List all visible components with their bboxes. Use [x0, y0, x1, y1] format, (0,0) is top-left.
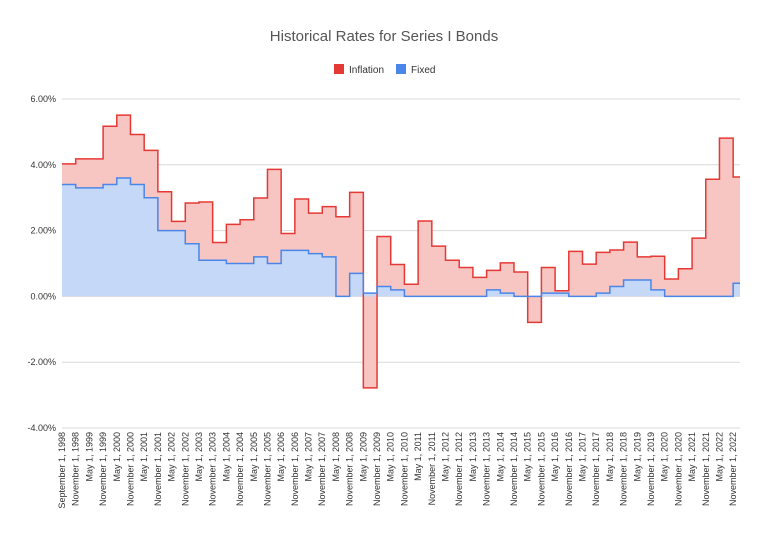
- x-tick-label: November 1, 1998: [71, 432, 81, 506]
- x-tick-label: November 1, 2012: [454, 432, 464, 506]
- y-tick-label: 2.00%: [30, 226, 56, 236]
- x-tick-label: May 1, 2014: [495, 432, 505, 482]
- x-tick-label: November 1, 2016: [564, 432, 574, 506]
- y-tick-label: 6.00%: [30, 94, 56, 104]
- x-tick-label: November 1, 2006: [290, 432, 300, 506]
- y-tick-label: 4.00%: [30, 160, 56, 170]
- x-tick-label: May 1, 2009: [358, 432, 368, 482]
- x-tick-label: November 1, 2001: [153, 432, 163, 506]
- x-tick-label: May 1, 2016: [550, 432, 560, 482]
- plot-areas: [62, 115, 740, 388]
- x-tick-label: May 1, 2002: [167, 432, 177, 482]
- x-tick-label: November 1, 2008: [345, 432, 355, 506]
- x-tick-label: November 1, 1999: [98, 432, 108, 506]
- x-tick-label: May 1, 2017: [577, 432, 587, 482]
- x-tick-label: May 1, 2015: [523, 432, 533, 482]
- x-tick-label: September 1, 1998: [57, 432, 67, 509]
- x-tick-label: May 1, 2007: [304, 432, 314, 482]
- x-tick-label: May 1, 2021: [687, 432, 697, 482]
- x-tick-label: May 1, 2011: [413, 432, 423, 481]
- fixed-legend-label: Fixed: [411, 65, 435, 76]
- x-tick-label: November 1, 2002: [180, 432, 190, 506]
- y-tick-label: -2.00%: [27, 357, 56, 367]
- x-tick-label: November 1, 2007: [317, 432, 327, 506]
- x-tick-label: May 1, 2008: [331, 432, 341, 482]
- y-tick-label: -4.00%: [27, 423, 56, 433]
- x-tick-label: November 1, 2014: [509, 432, 519, 506]
- x-tick-label: November 1, 2004: [235, 432, 245, 506]
- x-tick-label: May 1, 2003: [194, 432, 204, 482]
- x-tick-label: November 1, 2021: [701, 432, 711, 506]
- x-tick-label: November 1, 2020: [673, 432, 683, 506]
- x-tick-label: May 1, 2020: [660, 432, 670, 482]
- x-tick-label: November 1, 2015: [536, 432, 546, 506]
- x-axis: September 1, 1998 November 1, 1998 May 1, …: [57, 432, 738, 509]
- x-tick-label: May 1, 2004: [221, 432, 231, 482]
- x-tick-label: November 1, 2009: [372, 432, 382, 506]
- chart-title: Historical Rates for Series I Bonds: [270, 28, 498, 45]
- fixed-legend-swatch: [396, 64, 406, 74]
- x-tick-label: November 1, 2000: [125, 432, 135, 506]
- x-tick-label: November 1, 2017: [591, 432, 601, 506]
- x-tick-label: November 1, 2010: [399, 432, 409, 506]
- y-tick-label: 0.00%: [30, 291, 56, 301]
- x-tick-label: May 1, 1999: [84, 432, 94, 482]
- x-tick-label: May 1, 2012: [441, 432, 451, 482]
- x-tick-label: November 1, 2013: [482, 432, 492, 506]
- inflation-series-line: [62, 114, 740, 389]
- x-tick-label: May 1, 2001: [139, 432, 149, 482]
- y-axis: 6.00% 4.00% 2.00% 0.00% -2.00% -4.00%: [27, 94, 56, 433]
- x-tick-label: May 1, 2000: [112, 432, 122, 482]
- fixed-area: [62, 177, 740, 297]
- x-tick-label: May 1, 2006: [276, 432, 286, 482]
- plot-lines: [62, 114, 740, 389]
- x-tick-label: November 1, 2005: [262, 432, 272, 506]
- x-tick-label: November 1, 2022: [728, 432, 738, 506]
- x-tick-label: May 1, 2013: [468, 432, 478, 482]
- x-tick-label: May 1, 2022: [714, 432, 724, 482]
- legend: Inflation Fixed: [334, 64, 435, 76]
- inflation-legend-swatch: [334, 64, 344, 74]
- x-tick-label: November 1, 2018: [619, 432, 629, 506]
- x-tick-label: May 1, 2019: [632, 432, 642, 482]
- x-tick-label: May 1, 2018: [605, 432, 615, 482]
- x-tick-label: May 1, 2005: [249, 432, 259, 482]
- x-tick-label: November 1, 2019: [646, 432, 656, 506]
- x-tick-label: May 1, 2010: [386, 432, 396, 482]
- fixed-series-line: [62, 177, 740, 298]
- inflation-legend-label: Inflation: [349, 65, 384, 76]
- x-tick-label: November 1, 2011: [427, 432, 437, 505]
- x-tick-label: November 1, 2003: [208, 432, 218, 506]
